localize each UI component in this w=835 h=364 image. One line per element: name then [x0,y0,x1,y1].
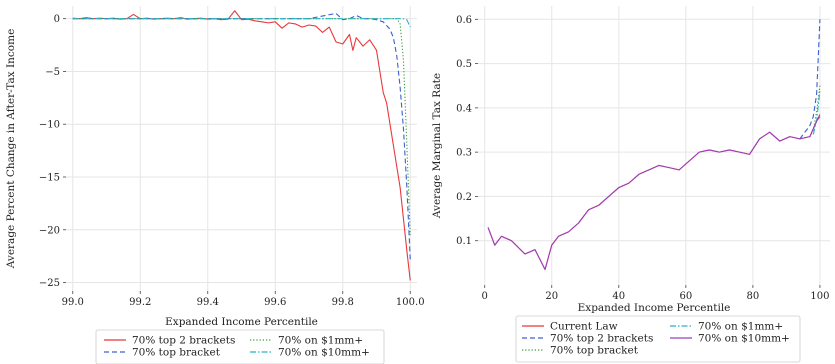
y-tick-label: 0.5 [456,59,472,70]
x-tick-label: 60 [679,291,692,302]
series-line-3 [72,18,411,236]
x-tick-label: 100.0 [396,297,425,308]
legend-box [515,315,801,363]
y-tick-label: −15 [39,173,60,184]
chart-2: 0 20 40 60 80 100 0.1 0.2 0.3 0.4 0.5 0.6 Expanded I… [431,6,830,363]
y-tick-label: −10 [39,120,60,131]
legend-label: 70% top 2 brackets [132,335,235,347]
series-line-5 [487,114,821,271]
legend-label: 70% on $1mm+ [698,321,783,333]
x-tick-label: 99.4 [197,297,219,308]
x-tick-label: 80 [747,291,760,302]
legend-label: 70% top bracket [550,345,639,357]
chart-1: 99.0 99.2 99.4 99.6 99.8 100.0 0 −5 −10 −15 −20 −25… [5,6,425,364]
y-axis-label: Average Marginal Tax Rate [431,73,443,219]
x-tick-label: 100 [810,291,829,302]
x-tick-label: 99.0 [62,297,84,308]
y-tick-label: 0.6 [456,15,472,26]
series-line-2 [799,19,821,140]
x-tick-label: 99.8 [332,297,354,308]
y-tick-label: 0.2 [456,192,472,203]
x-tick-label: 40 [612,291,625,302]
series-line-4 [72,18,411,28]
legend-label: 70% top 2 brackets [550,333,653,345]
x-tick-label: 20 [545,291,558,302]
legend-label: 70% on $10mm+ [278,347,370,359]
legend-box [95,329,385,364]
x-axis-label: Expanded Income Percentile [165,316,318,328]
y-axis-label: Average Percent Change in After-Tax Inco… [5,29,17,270]
y-tick-label: 0.1 [456,236,472,247]
y-tick-label: 0.3 [456,148,472,159]
x-tick-label: 99.6 [264,297,286,308]
series-line-1 [487,116,821,271]
y-tick-label: 0 [54,14,60,25]
x-tick-label: 0 [482,291,488,302]
x-tick-label: 99.2 [129,297,151,308]
y-tick-label: 0.4 [456,103,472,114]
series-line-2 [72,12,411,260]
y-tick-label: −25 [39,278,60,289]
series-line-1 [72,10,411,281]
legend-label: Current Law [550,321,618,333]
y-tick-label: −5 [45,67,60,78]
legend-label: 70% on $1mm+ [278,335,363,347]
x-axis-label: Expanded Income Percentile [578,302,731,314]
legend-label: 70% on $10mm+ [698,333,790,345]
legend-label: 70% top bracket [132,347,221,359]
y-tick-label: −20 [39,225,60,236]
